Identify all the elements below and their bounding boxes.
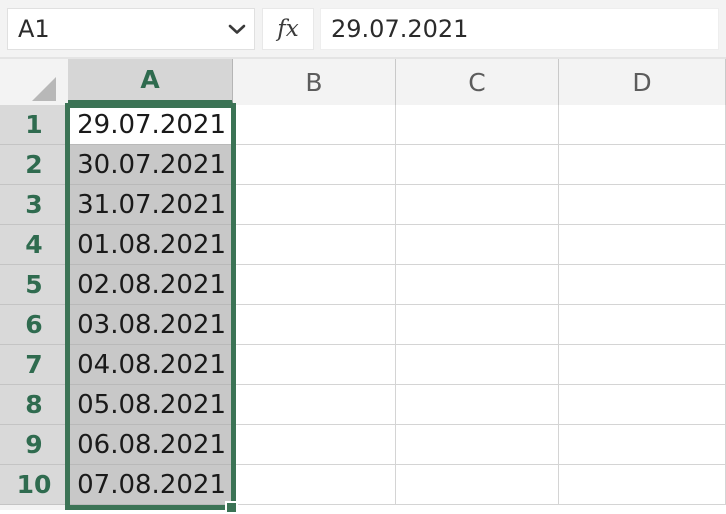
cell-B3[interactable] [233, 185, 396, 225]
cell-C5[interactable] [396, 265, 559, 305]
cell-D2[interactable] [559, 145, 726, 185]
cell-A3[interactable]: 31.07.2021 [68, 185, 233, 225]
cell-B10[interactable] [233, 465, 396, 505]
cell-B5[interactable] [233, 265, 396, 305]
cell-C10[interactable] [396, 465, 559, 505]
cell-B7[interactable] [233, 345, 396, 385]
cell-D7[interactable] [559, 345, 726, 385]
name-box-value[interactable]: A1 [18, 17, 50, 41]
cell-A8[interactable]: 05.08.2021 [68, 385, 233, 425]
cell-B6[interactable] [233, 305, 396, 345]
row-header-3[interactable]: 3 [0, 185, 68, 225]
row-header-8[interactable]: 8 [0, 385, 68, 425]
cell-A1[interactable]: 29.07.2021 [68, 105, 233, 145]
row-header-7[interactable]: 7 [0, 345, 68, 385]
select-all-triangle-icon [32, 77, 56, 101]
cell-C9[interactable] [396, 425, 559, 465]
row-header-6[interactable]: 6 [0, 305, 68, 345]
cell-C7[interactable] [396, 345, 559, 385]
cell-B9[interactable] [233, 425, 396, 465]
formula-input[interactable]: 29.07.2021 [320, 8, 719, 50]
cell-A6[interactable]: 03.08.2021 [68, 305, 233, 345]
cell-C8[interactable] [396, 385, 559, 425]
cell-D6[interactable] [559, 305, 726, 345]
cell-A9[interactable]: 06.08.2021 [68, 425, 233, 465]
cell-area: 29.07.2021 30.07.2021 31.07.2021 01.08.2021… [68, 105, 726, 510]
select-all-button[interactable] [0, 59, 68, 105]
formula-bar: A1 fx 29.07.2021 [0, 0, 726, 59]
row-header-5[interactable]: 5 [0, 265, 68, 305]
cell-B2[interactable] [233, 145, 396, 185]
cell-D1[interactable] [559, 105, 726, 145]
cell-C3[interactable] [396, 185, 559, 225]
cell-C1[interactable] [396, 105, 559, 145]
column-header-d[interactable]: D [559, 59, 726, 105]
column-header-c[interactable]: C [396, 59, 559, 105]
column-header-b[interactable]: B [233, 59, 396, 105]
column-header-row: A B C D [0, 59, 726, 105]
cell-D9[interactable] [559, 425, 726, 465]
cell-D4[interactable] [559, 225, 726, 265]
cell-A10[interactable]: 07.08.2021 [68, 465, 233, 505]
cell-D3[interactable] [559, 185, 726, 225]
cell-A2[interactable]: 30.07.2021 [68, 145, 233, 185]
column-header-a[interactable]: A [68, 59, 233, 105]
row-header-4[interactable]: 4 [0, 225, 68, 265]
cell-A7[interactable]: 04.08.2021 [68, 345, 233, 385]
chevron-down-icon[interactable] [220, 9, 254, 49]
row-header-9[interactable]: 9 [0, 425, 68, 465]
row-header-10[interactable]: 10 [0, 465, 68, 505]
fill-handle[interactable] [225, 501, 238, 514]
cell-B1[interactable] [233, 105, 396, 145]
row-header-1[interactable]: 1 [0, 105, 68, 145]
row-header-2[interactable]: 2 [0, 145, 68, 185]
cell-D8[interactable] [559, 385, 726, 425]
cell-C6[interactable] [396, 305, 559, 345]
cell-C2[interactable] [396, 145, 559, 185]
cell-D10[interactable] [559, 465, 726, 505]
cell-B8[interactable] [233, 385, 396, 425]
name-box[interactable]: A1 [7, 8, 255, 50]
cell-A5[interactable]: 02.08.2021 [68, 265, 233, 305]
cell-B4[interactable] [233, 225, 396, 265]
cell-A4[interactable]: 01.08.2021 [68, 225, 233, 265]
cell-C4[interactable] [396, 225, 559, 265]
insert-function-button[interactable]: fx [262, 8, 314, 50]
row-header-column: 1 2 3 4 5 6 7 8 9 10 [0, 105, 68, 510]
cell-D5[interactable] [559, 265, 726, 305]
spreadsheet-grid: A B C D 1 2 3 4 5 6 7 8 9 10 29.07.2021 30.07.2021… [0, 59, 726, 514]
